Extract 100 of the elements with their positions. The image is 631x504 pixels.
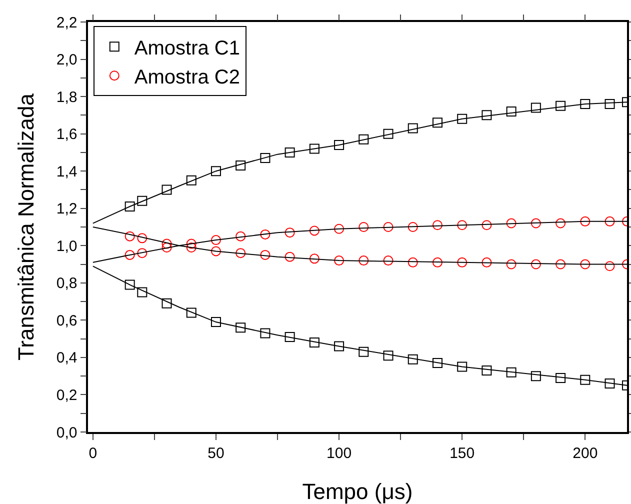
point [260, 229, 270, 240]
point [124, 202, 135, 212]
point [432, 220, 442, 230]
point [457, 257, 468, 268]
point [383, 350, 394, 361]
x-tick-label: 0 [88, 444, 98, 462]
point [506, 259, 516, 270]
y-tick-label: 1,8 [56, 88, 78, 106]
point [334, 256, 344, 266]
point [580, 259, 590, 270]
point [506, 367, 516, 378]
point [334, 224, 344, 234]
y-tick-label: 1,0 [56, 238, 78, 255]
point [408, 354, 418, 364]
point [457, 220, 468, 230]
point [236, 160, 246, 170]
point [408, 257, 418, 268]
legend-label: Amostra C2 [134, 66, 240, 88]
x-tick-label: 200 [572, 444, 598, 462]
point [284, 228, 295, 238]
point [457, 114, 468, 124]
point [358, 346, 369, 357]
y-tick-label: 1,2 [56, 200, 78, 218]
point [334, 341, 344, 352]
point [284, 252, 295, 262]
point [383, 256, 394, 266]
point [137, 196, 148, 206]
point [162, 242, 172, 252]
point [284, 332, 295, 342]
y-tick-label: 1,6 [56, 126, 78, 144]
point [186, 242, 196, 252]
point [580, 216, 590, 226]
point [124, 250, 135, 260]
x-tick-label: 150 [450, 444, 475, 462]
y-axis-title: Transmitânica Normalizada [14, 92, 38, 360]
point [137, 233, 148, 244]
point [309, 226, 320, 236]
y-tick-label: 0,8 [56, 275, 78, 292]
point [137, 248, 148, 258]
point [580, 99, 590, 109]
y-tick-label: 0,0 [56, 424, 78, 442]
point [210, 246, 221, 256]
y-tick-label: 0,6 [56, 312, 78, 330]
point [210, 166, 221, 176]
x-tick-label: 50 [208, 444, 224, 462]
point [260, 153, 270, 164]
point [556, 218, 566, 228]
point [358, 222, 369, 232]
point [383, 222, 394, 232]
point [556, 259, 566, 270]
point [210, 235, 221, 246]
point [334, 140, 344, 150]
point [556, 100, 566, 111]
point [530, 218, 541, 228]
point [482, 110, 492, 120]
point [162, 298, 172, 308]
point [604, 378, 615, 389]
point [604, 99, 615, 109]
y-tick-label: 0,2 [56, 386, 78, 404]
point [124, 280, 135, 290]
y-tick-label: 2,0 [56, 52, 78, 69]
point [236, 248, 246, 258]
point [236, 231, 246, 242]
point [482, 366, 492, 376]
point [408, 123, 418, 134]
point [457, 362, 468, 372]
point [530, 102, 541, 113]
point [432, 358, 442, 368]
x-axis-title: Tempo (μs) [302, 479, 413, 504]
point [580, 374, 590, 385]
point [186, 238, 196, 249]
y-tick-label: 2,2 [56, 14, 78, 32]
point [309, 254, 320, 264]
y-tick-label: 0,4 [56, 350, 78, 367]
point [162, 238, 172, 249]
point [604, 261, 615, 272]
point [432, 257, 442, 268]
point [284, 147, 295, 158]
point [358, 134, 369, 144]
point [482, 220, 492, 230]
point [506, 106, 516, 116]
point [162, 184, 172, 195]
point [383, 128, 394, 139]
point [358, 256, 369, 266]
point [309, 144, 320, 154]
point [186, 308, 196, 318]
legend-label: Amostra C1 [134, 37, 240, 60]
point [186, 175, 196, 186]
point [309, 338, 320, 348]
point [137, 287, 148, 298]
point [124, 231, 135, 242]
y-tick-label: 1,4 [56, 163, 78, 180]
point [530, 259, 541, 270]
point [260, 250, 270, 260]
point [530, 371, 541, 382]
point [604, 216, 615, 226]
point [432, 118, 442, 128]
point [506, 218, 516, 228]
point [210, 317, 221, 328]
x-tick-label: 100 [326, 444, 352, 462]
